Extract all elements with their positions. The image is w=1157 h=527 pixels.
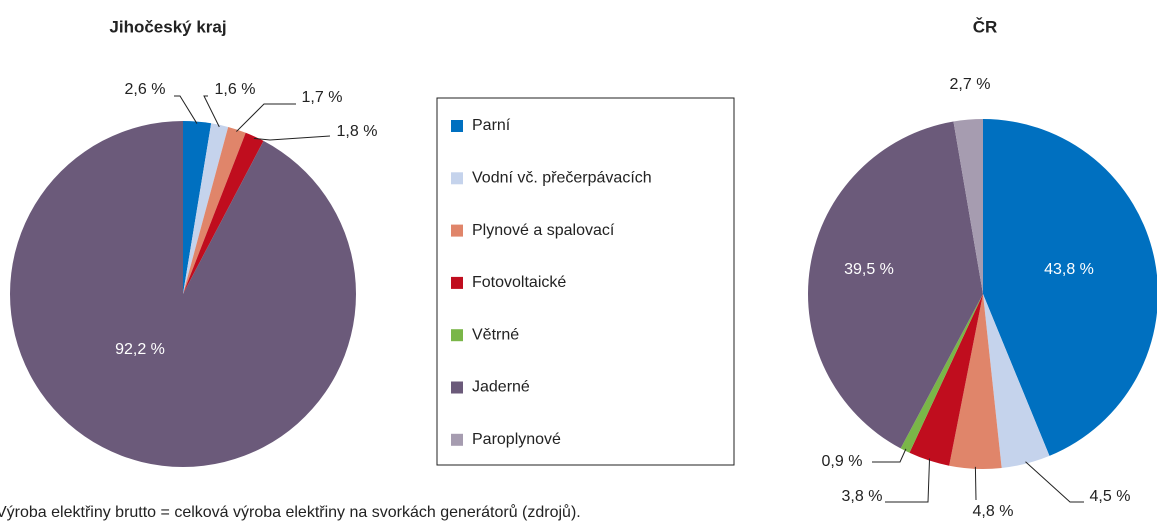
pie-slice	[183, 127, 246, 294]
pie-slice	[183, 123, 229, 294]
leader-line	[253, 135, 331, 141]
legend-swatch	[451, 276, 463, 289]
legend-swatch	[451, 120, 463, 132]
legend-swatch	[451, 433, 463, 446]
pie-slice	[953, 119, 983, 294]
pie-slice	[183, 132, 264, 294]
leader-line	[203, 95, 220, 128]
leader-line	[1025, 461, 1084, 503]
pie-slice	[183, 121, 212, 294]
legend-label: Parní	[472, 117, 511, 134]
data-label: 2,7 %	[950, 76, 991, 93]
legend-label: Plynové a spalovací	[472, 222, 615, 239]
leader-line	[885, 458, 931, 503]
leader-line	[174, 95, 198, 124]
data-label: 1,8 %	[337, 123, 378, 140]
chart-title: Jihočeský kraj	[109, 17, 226, 36]
data-label: 4,8 %	[973, 503, 1014, 520]
pie-slice	[808, 121, 983, 449]
data-label: 3,8 %	[842, 488, 883, 505]
pie-slice	[949, 294, 1002, 469]
legend-label: Větrné	[472, 326, 519, 343]
leader-line	[236, 103, 296, 132]
legend-label: Fotovoltaické	[472, 274, 566, 291]
data-label: 39,5 %	[844, 261, 894, 278]
leader-line	[872, 448, 907, 463]
legend-box	[436, 97, 735, 466]
data-label: 1,6 %	[215, 81, 256, 98]
legend-label: Paroplynové	[472, 431, 561, 448]
leader-line	[974, 466, 977, 501]
legend-swatch	[451, 329, 463, 342]
data-label: 2,6 %	[125, 81, 166, 98]
footnote: Výroba elektřiny brutto = celková výroba…	[0, 503, 581, 521]
pie-slice	[900, 294, 983, 453]
legend-label: Jaderné	[472, 379, 530, 396]
pie-slice	[983, 119, 1157, 456]
chart-title: ČR	[973, 17, 998, 36]
data-label: 1,7 %	[302, 89, 343, 106]
data-label: 92,2 %	[115, 341, 165, 358]
data-label: 4,5 %	[1090, 488, 1131, 505]
pie-slice	[983, 294, 1050, 469]
legend-swatch	[451, 224, 463, 237]
legend-swatch	[451, 381, 463, 394]
legend-swatch	[451, 172, 463, 185]
pie-slice	[909, 294, 983, 466]
pie-slice	[9, 121, 356, 467]
data-label: 0,9 %	[822, 453, 863, 470]
data-label: 43,8 %	[1044, 261, 1094, 278]
legend-label: Vodní vč. přečerpávacích	[472, 170, 652, 187]
